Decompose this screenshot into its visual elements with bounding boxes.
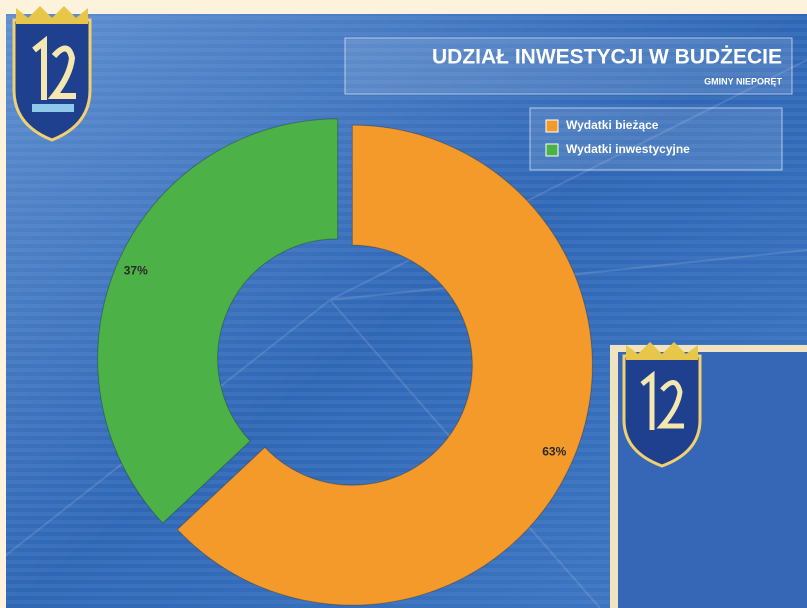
legend-swatch — [546, 144, 558, 156]
inset-panel — [610, 342, 807, 608]
data-label: 37% — [124, 264, 148, 278]
logo — [14, 6, 90, 140]
chart: UDZIAŁ INWESTYCJI W BUDŻECIE GMINY NIEPO… — [0, 0, 807, 608]
chart-subtitle: GMINY NIEPORĘT — [704, 76, 782, 86]
legend-swatch — [546, 120, 558, 132]
chart-title: UDZIAŁ INWESTYCJI W BUDŻECIE — [432, 46, 782, 69]
legend-label: Wydatki bieżące — [566, 118, 659, 132]
legend-label: Wydatki inwestycyjne — [566, 142, 690, 156]
data-label: 63% — [542, 445, 566, 459]
